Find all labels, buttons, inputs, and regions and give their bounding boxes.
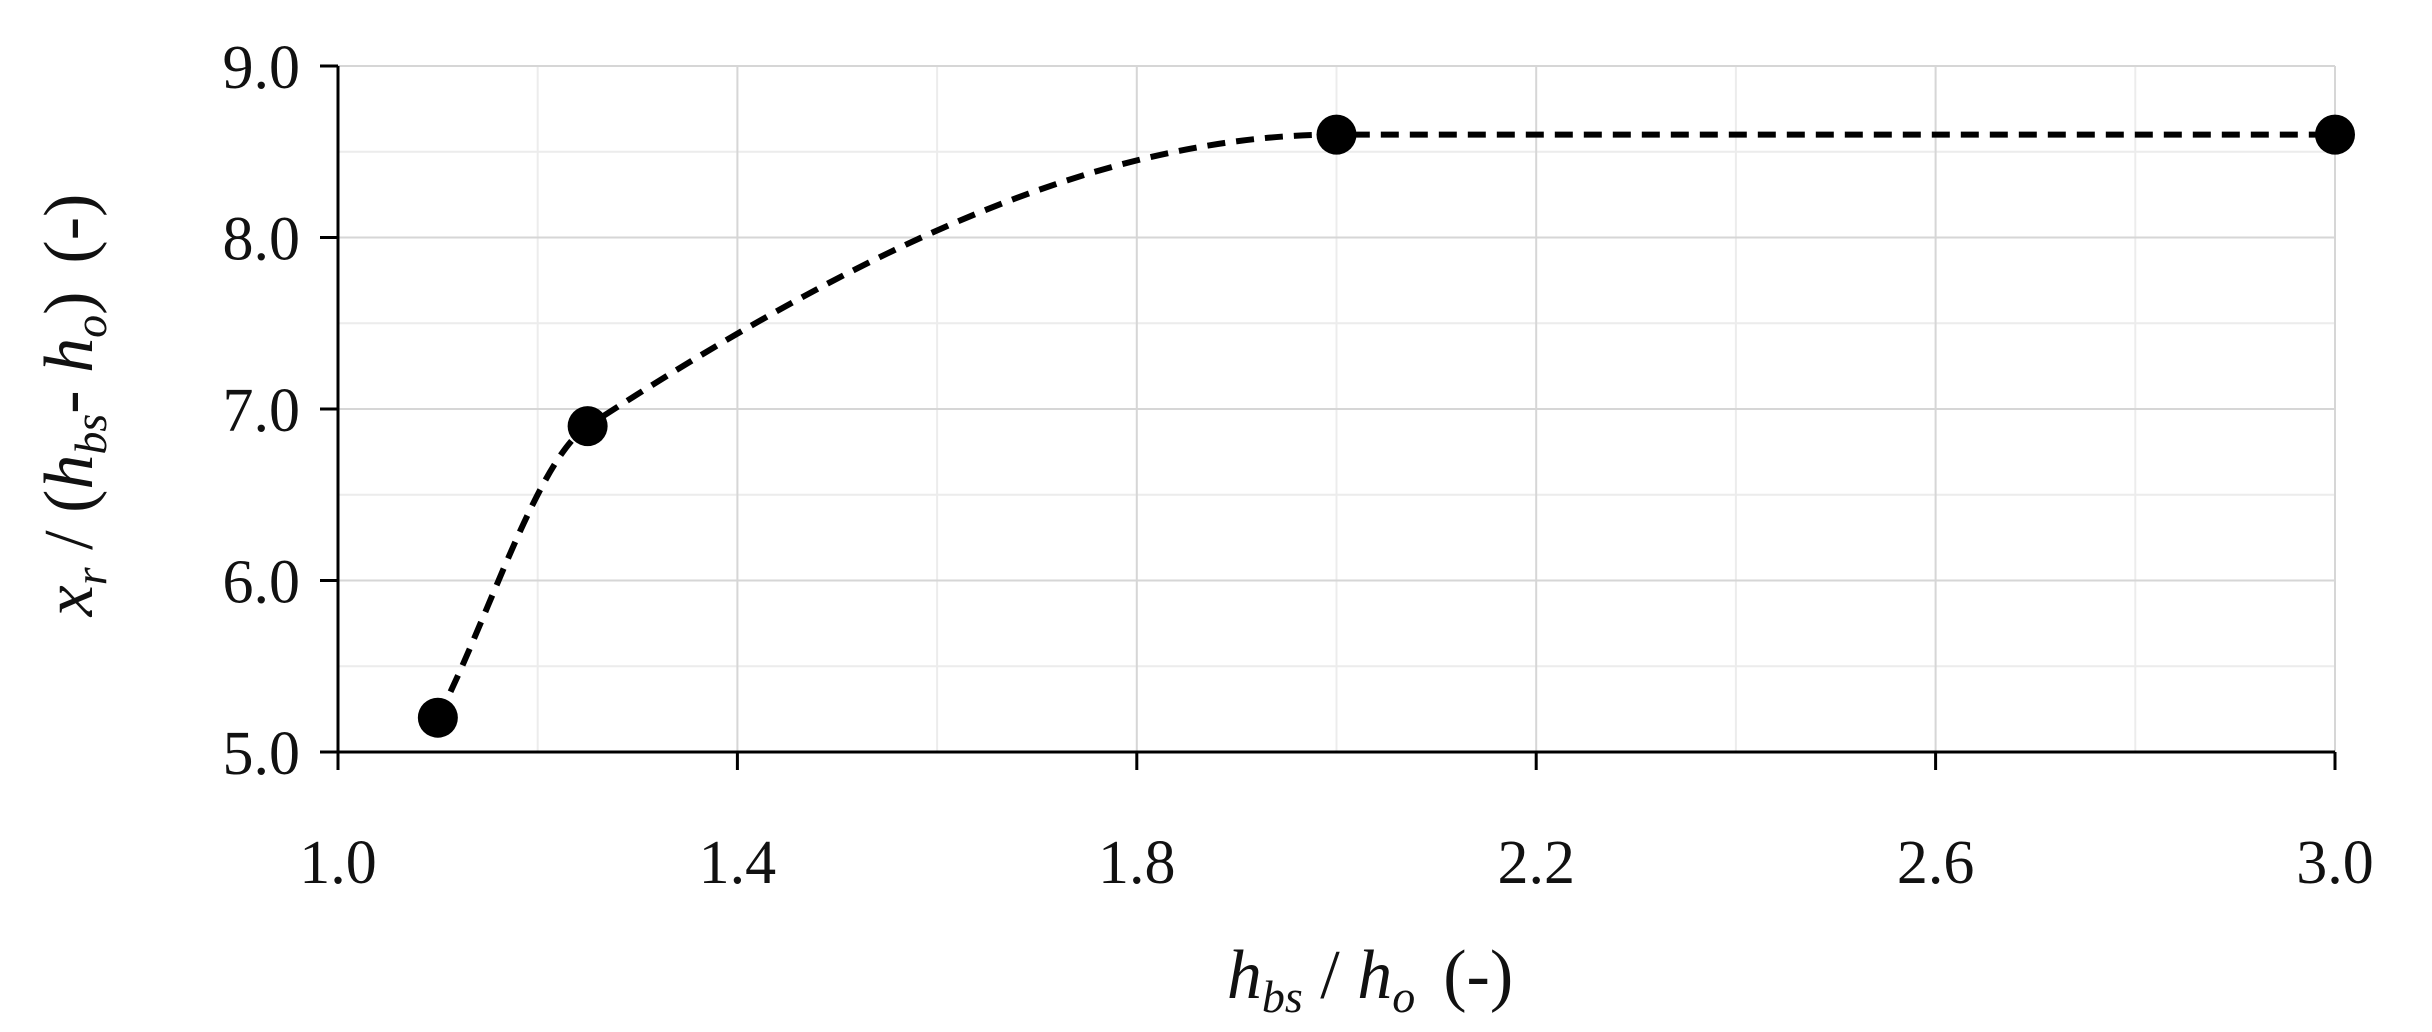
y-axis-title: xr / (hbs- ho)(-) xyxy=(31,194,116,618)
x-tick-label: 1.4 xyxy=(699,829,777,897)
data-point xyxy=(2315,114,2355,155)
y-tick-label: 9.0 xyxy=(223,34,301,102)
y-tick-label: 7.0 xyxy=(223,377,301,445)
y-tick-label: 5.0 xyxy=(223,720,301,788)
data-point xyxy=(567,406,608,447)
tick-labels: 1.0 1.4 1.8 2.2 2.6 3.0 5.0 6.0 7.0 8.0 9.0 xyxy=(223,34,2374,897)
x-tick-label: 2.2 xyxy=(1497,829,1575,897)
series-line xyxy=(435,131,2335,720)
x-axis-title: hbs / ho (-) xyxy=(1227,937,1513,1022)
y-tick-label: 6.0 xyxy=(223,549,301,617)
x-tick-label: 1.0 xyxy=(299,829,377,897)
x-tick-label: 1.8 xyxy=(1098,829,1176,897)
x-tick-label: 3.0 xyxy=(2296,829,2374,897)
data-point xyxy=(1316,114,1357,155)
axes xyxy=(320,64,2337,770)
data-point xyxy=(417,697,458,738)
y-tick-label: 8.0 xyxy=(223,206,301,274)
data-points xyxy=(417,114,2355,738)
x-tick-label: 2.6 xyxy=(1897,829,1975,897)
gridlines xyxy=(337,65,2336,753)
